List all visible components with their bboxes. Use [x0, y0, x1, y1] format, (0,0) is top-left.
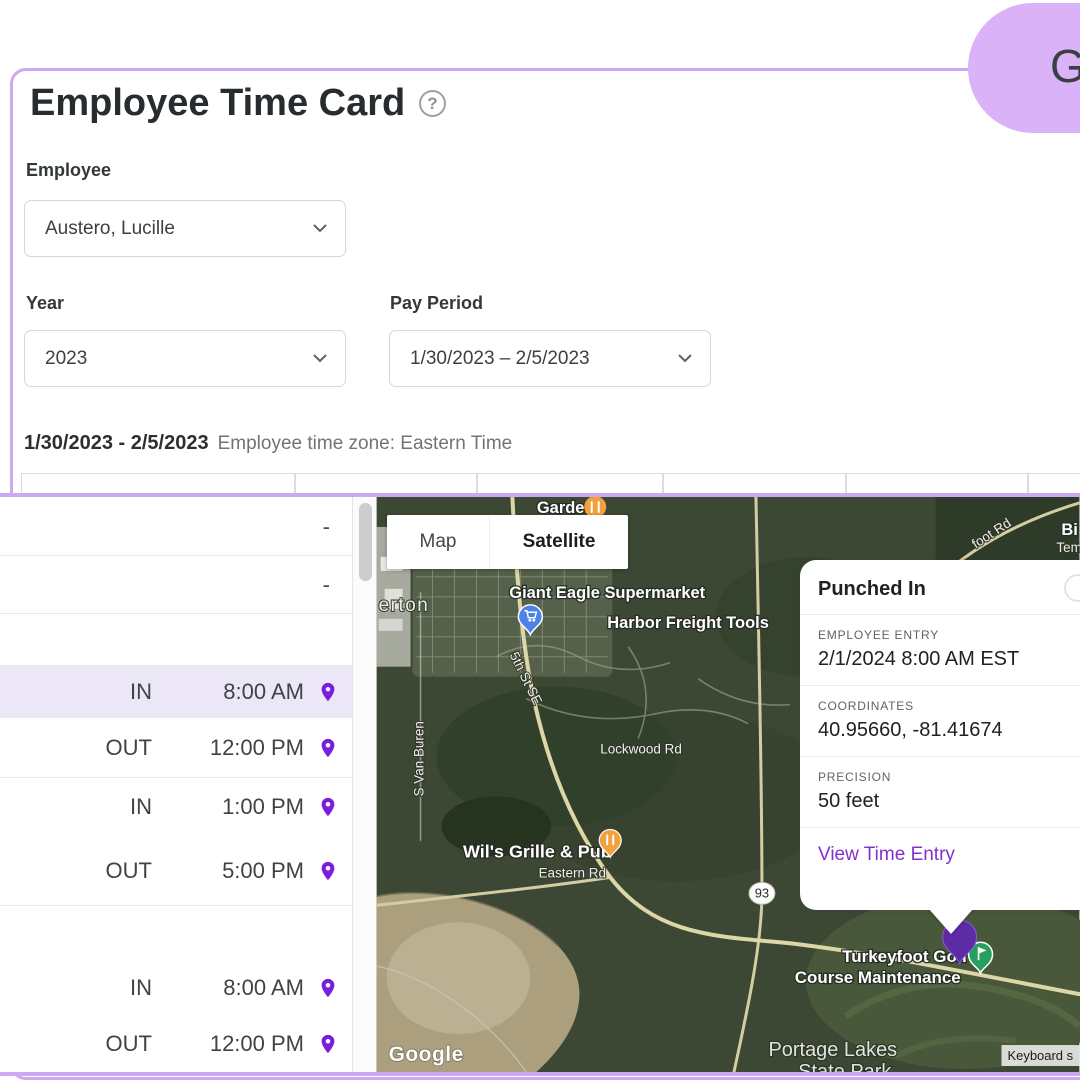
popup-link-row: View Time Entry	[800, 827, 1080, 882]
map-label-giant-eagle: Giant Eagle Supermarket	[509, 584, 705, 602]
location-pin-icon[interactable]	[304, 681, 352, 703]
scrollbar-thumb[interactable]	[359, 503, 372, 581]
punch-type: IN	[130, 679, 152, 704]
table-row-spacer	[0, 614, 352, 666]
map-label-barberton: erton	[379, 595, 430, 616]
punch-time: 8:00 AM	[223, 975, 304, 1000]
map-label-wils: Wil's Grille & Pub	[463, 841, 612, 861]
route-93-badge: 93	[748, 881, 776, 905]
year-select-value: 2023	[45, 347, 88, 369]
table-row-punch[interactable]: IN 8:00 AM	[0, 960, 352, 1016]
location-pin-icon[interactable]	[304, 737, 352, 759]
close-button[interactable]	[1064, 574, 1080, 602]
daily-total: -	[322, 571, 330, 597]
popup-section-label: COORDINATES	[818, 699, 914, 713]
employee-label: Employee	[26, 160, 112, 180]
location-pin-icon[interactable]	[304, 977, 352, 999]
popup-section-label: EMPLOYEE ENTRY	[818, 628, 940, 642]
employee-select[interactable]: Austero, Lucille	[24, 200, 346, 257]
popup-section: PRECISION 50 feet	[800, 756, 1080, 827]
map-label-van-buren: S Van Buren	[412, 721, 427, 796]
year-select[interactable]: 2023	[24, 330, 346, 387]
daily-total: -	[322, 513, 330, 539]
map-label-portage-1: Portage Lakes	[768, 1039, 897, 1061]
table-row-spacer	[0, 906, 352, 960]
pay-period-label: Pay Period	[390, 293, 484, 313]
scrollbar-track	[352, 497, 376, 1072]
popup-section-label: PRECISION	[818, 770, 892, 784]
map-label-turkeyfoot-2: Course Maintenance	[795, 968, 961, 987]
pill-letter: G	[1050, 40, 1080, 92]
period-heading: 1/30/2023 - 2/5/2023 Employee time zone: …	[24, 432, 512, 455]
punch-type: IN	[130, 794, 152, 819]
map-label-turkeyfoot-1: Turkeyfoot Golf	[842, 947, 967, 966]
map-roads	[376, 497, 1080, 1072]
chevron-down-icon	[313, 224, 327, 233]
punch-time: 8:00 AM	[223, 679, 304, 704]
view-time-entry-link[interactable]: View Time Entry	[818, 844, 955, 865]
employee-select-value: Austero, Lucille	[45, 217, 175, 239]
punch-type: OUT	[105, 857, 152, 883]
popup-section-value: 50 feet	[818, 790, 880, 812]
pay-period-select[interactable]: 1/30/2023 – 2/5/2023	[389, 330, 711, 387]
decorative-pill-badge: G	[968, 3, 1080, 133]
punch-time: 5:00 PM	[222, 857, 304, 883]
table-row: -	[0, 498, 352, 556]
svg-text:93: 93	[755, 885, 769, 900]
popup-section: COORDINATES 40.95660, -81.41674	[800, 685, 1080, 756]
punch-time: 1:00 PM	[222, 794, 304, 819]
map-label-bi: Bi	[1061, 521, 1077, 539]
page-title: Employee Time Card	[30, 82, 406, 124]
table-row: -	[0, 556, 352, 614]
map-label-lockwood: Lockwood Rd	[600, 742, 682, 757]
svg-text:Keyboard s: Keyboard s	[1008, 1048, 1074, 1063]
satellite-view-button[interactable]: Satellite	[489, 515, 628, 569]
punch-time: 12:00 PM	[209, 734, 304, 760]
punch-type: OUT	[105, 1030, 152, 1056]
chevron-down-icon	[678, 354, 692, 363]
help-icon[interactable]: ?	[419, 90, 446, 117]
map-label-eastern: Eastern Rd	[539, 865, 606, 880]
map-label-portage-2: State Park	[798, 1061, 891, 1072]
restaurant-pin-icon[interactable]	[598, 828, 622, 859]
keyboard-shortcuts-button[interactable]: Keyboard s	[1001, 1045, 1080, 1067]
location-pin-icon[interactable]	[304, 860, 352, 882]
location-pin-icon[interactable]	[304, 1033, 352, 1055]
punch-time: 12:00 PM	[209, 1030, 304, 1056]
table-row-punch[interactable]: IN 8:00 AM	[0, 666, 352, 718]
popup-tail	[928, 908, 974, 934]
popup-section-value: 40.95660, -81.41674	[818, 719, 1003, 741]
map-label-harbor-freight: Harbor Freight Tools	[607, 614, 769, 632]
table-row-punch[interactable]: IN 1:00 PM	[0, 778, 352, 836]
punch-info-popup: Punched In EMPLOYEE ENTRY 2/1/2024 8:00 …	[800, 560, 1080, 910]
popup-section: EMPLOYEE ENTRY 2/1/2024 8:00 AM EST	[800, 614, 1080, 685]
pay-period-select-value: 1/30/2023 – 2/5/2023	[410, 347, 590, 369]
map-label-tem: Tem	[1056, 540, 1080, 555]
table-row-punch[interactable]: OUT 12:00 PM	[0, 718, 352, 778]
shopping-cart-pin-icon[interactable]	[517, 604, 544, 637]
location-pin-icon[interactable]	[304, 796, 352, 818]
year-label: Year	[26, 293, 65, 313]
punch-type: IN	[130, 975, 152, 1000]
map-view-button[interactable]: Map	[419, 531, 457, 552]
timezone-note: Employee time zone: Eastern Time	[217, 433, 513, 454]
map-type-control: Map Satellite	[387, 515, 628, 569]
chevron-down-icon	[313, 354, 327, 363]
popup-section-value: 2/1/2024 8:00 AM EST	[818, 648, 1020, 670]
period-range: 1/30/2023 - 2/5/2023	[24, 432, 209, 454]
popup-title: Punched In	[818, 578, 926, 600]
table-row-punch[interactable]: OUT 12:00 PM	[0, 1016, 352, 1071]
punch-type: OUT	[105, 734, 152, 760]
help-glyph: ?	[427, 93, 438, 113]
table-header-fragment	[21, 473, 1080, 498]
table-row-punch[interactable]: OUT 5:00 PM	[0, 836, 352, 906]
restaurant-pin-icon[interactable]	[584, 497, 607, 518]
golf-course-pin-icon[interactable]	[967, 941, 994, 976]
google-logo[interactable]: Google	[388, 1042, 464, 1066]
